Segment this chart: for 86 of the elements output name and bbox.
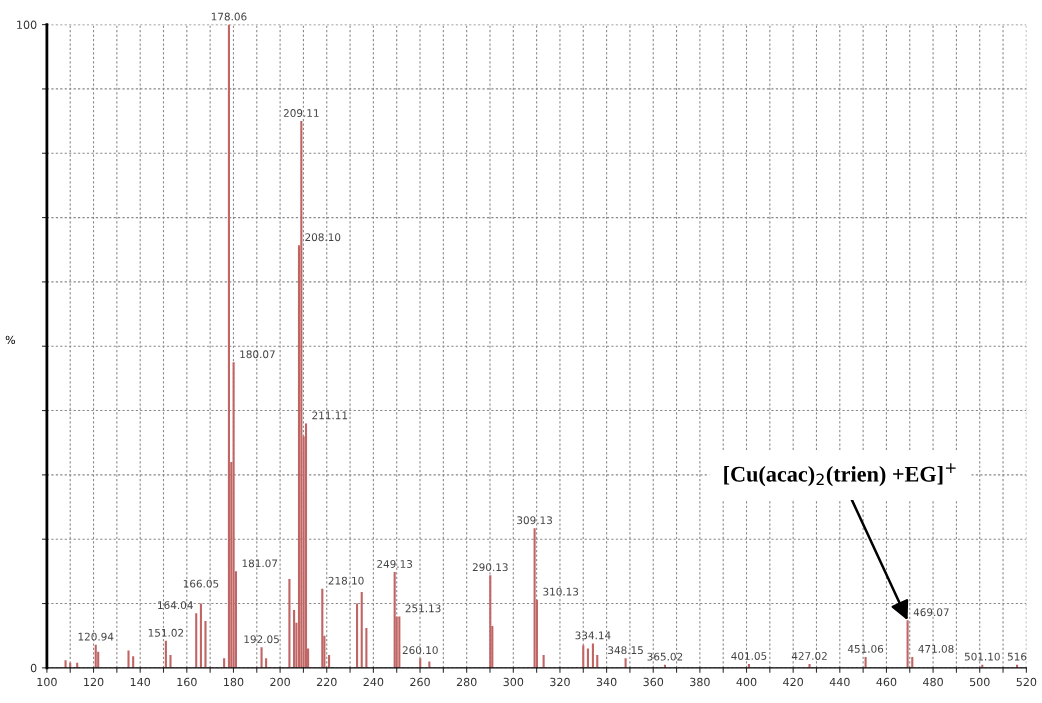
bar (489, 575, 492, 668)
bar (223, 658, 226, 668)
x-tick-label: 340 (596, 677, 617, 687)
bar (293, 609, 296, 668)
bar (428, 661, 431, 668)
bar (260, 647, 263, 668)
x-tick-label: 480 (923, 677, 943, 687)
bar (199, 603, 202, 668)
bar (321, 588, 324, 668)
bar (398, 616, 401, 668)
annotation: 166.05 (183, 579, 219, 588)
bar (591, 643, 594, 668)
y-tick-label: 0 (30, 663, 37, 673)
bar (132, 656, 135, 668)
bar (582, 645, 585, 668)
annotation: 208.10 (305, 233, 341, 242)
x-tick-label: 240 (363, 677, 384, 687)
bar (906, 620, 909, 668)
bar (195, 613, 198, 668)
x-tick-label: 180 (224, 677, 244, 687)
bar (232, 362, 235, 668)
bar (164, 640, 167, 668)
bar (393, 572, 396, 668)
bar (419, 658, 422, 668)
annotation: 501.10 (964, 652, 1000, 661)
annotation: 451.06 (847, 644, 884, 653)
bar (94, 644, 97, 668)
annotation: 427.02 (791, 652, 827, 660)
annotation: 164.04 (158, 601, 193, 610)
annotation: 192.05 (244, 635, 279, 644)
annotation: 260.10 (402, 646, 438, 655)
annotation: 251.13 (405, 604, 441, 613)
annotation: 469.07 (913, 608, 949, 617)
bar (127, 650, 130, 668)
x-tick-label: 140 (130, 677, 151, 687)
annotation: 218.10 (328, 576, 364, 585)
x-tick-label: 440 (829, 677, 850, 687)
bar (265, 658, 268, 668)
annotation: 309.13 (517, 516, 552, 525)
annotation: 290.13 (472, 563, 508, 572)
bar (360, 591, 363, 668)
annotation: 211.11 (312, 411, 348, 420)
bar (808, 663, 811, 668)
bar (624, 658, 627, 668)
annotation: 209.11 (283, 109, 319, 117)
x-tick-label: 100 (37, 677, 57, 687)
annotation: 471.08 (918, 644, 954, 653)
x-tick-label: 500 (969, 677, 990, 687)
annotation: 180.07 (240, 350, 275, 359)
x-tick-label: 220 (316, 677, 337, 687)
bar (300, 121, 303, 668)
x-tick-label: 420 (783, 677, 804, 687)
annotation: 516 (1007, 652, 1027, 661)
bar (169, 654, 172, 668)
x-tick-label: 520 (1016, 677, 1037, 687)
annotation: 249.13 (377, 560, 413, 568)
annotation: 310.13 (543, 587, 579, 596)
bar (365, 627, 368, 668)
annotation: 120.94 (78, 632, 114, 641)
annotation: [Cu(acac)$_{2}$(trien) +EG]$^{+}$ (724, 463, 956, 487)
x-tick-label: 460 (876, 677, 897, 687)
bar (533, 528, 536, 668)
x-tick-label: 300 (503, 677, 524, 687)
annotation: 181.07 (242, 559, 278, 568)
bar (64, 660, 67, 668)
x-tick-label: 320 (550, 677, 570, 687)
annotation: 365.02 (647, 652, 683, 661)
x-tick-label: 380 (690, 677, 710, 687)
bar (204, 620, 207, 668)
y-axis-title: % (5, 335, 16, 345)
bar (304, 423, 308, 668)
bar (227, 24, 230, 668)
x-tick-label: 280 (456, 677, 477, 687)
x-tick-label: 360 (643, 677, 664, 687)
x-tick-label: 160 (177, 677, 197, 687)
annotation: 401.05 (731, 652, 767, 660)
bar (356, 603, 359, 668)
x-tick-label: 400 (736, 677, 757, 687)
x-tick-label: 120 (84, 677, 104, 687)
annotation: 348.15 (608, 646, 643, 655)
x-tick-label: 260 (410, 677, 430, 687)
annotation: 334.14 (575, 631, 611, 640)
bar (288, 579, 291, 668)
x-tick-label: 200 (270, 677, 290, 687)
annotation: 151.02 (148, 628, 184, 637)
annotation: 178.06 (211, 12, 247, 21)
